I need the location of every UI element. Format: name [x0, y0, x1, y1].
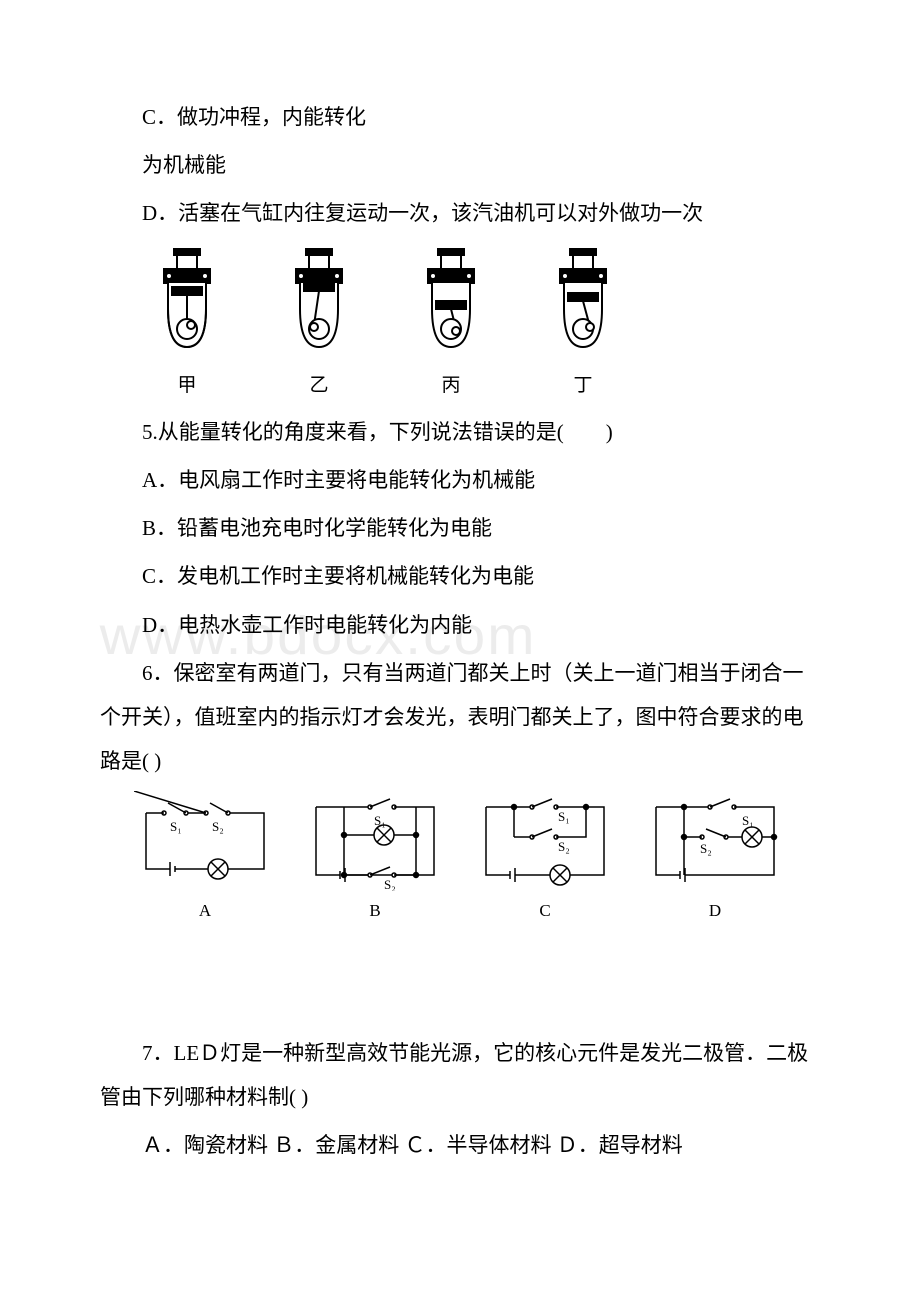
q4-option-d: D．活塞在气缸内往复运动一次，该汽油机可以对外做功一次	[100, 191, 820, 235]
svg-text:S₂: S₂	[212, 819, 224, 834]
spacer	[100, 931, 820, 1031]
svg-text:S₂: S₂	[700, 841, 712, 856]
engine-jia: 甲	[144, 247, 230, 406]
circuit-label: A	[199, 893, 211, 929]
circuit-diagram-icon: S₁ S₂	[304, 791, 446, 891]
circuit-label: C	[539, 893, 550, 929]
engine-ding: 丁	[540, 247, 626, 406]
engine-bing: 丙	[408, 247, 494, 406]
circuit-figure-row: S₁ S₂ A S₁	[100, 791, 820, 929]
q4-option-c: C．做功冲程，内能转化	[100, 95, 820, 139]
circuit-c: S₁ S₂ C	[474, 791, 616, 929]
engine-label: 丁	[573, 366, 592, 406]
q5-stem: 5.从能量转化的角度来看，下列说法错误的是( )	[100, 410, 820, 454]
circuit-diagram-icon: S₁ S₂	[474, 791, 616, 891]
q5-option-c: C．发电机工作时主要将机械能转化为电能	[100, 554, 820, 598]
engine-yi: 乙	[276, 247, 362, 406]
circuit-a: S₁ S₂ A	[134, 791, 276, 929]
engine-label: 丙	[441, 366, 460, 406]
svg-text:S₂: S₂	[384, 877, 396, 891]
circuit-b: S₁ S₂ B	[304, 791, 446, 929]
q4-option-c2: 为机械能	[100, 143, 820, 187]
engine-icon	[144, 247, 230, 359]
engine-label: 甲	[177, 366, 196, 406]
svg-text:S₁: S₁	[558, 809, 570, 824]
q6-stem: 6．保密室有两道门，只有当两道门都关上时（关上一道门相当于闭合一个开关），值班室…	[100, 651, 820, 783]
circuit-d: S₁ S₂ D	[644, 791, 786, 929]
engine-icon	[408, 247, 494, 359]
q5-option-b: B．铅蓄电池充电时化学能转化为电能	[100, 506, 820, 550]
circuit-diagram-icon: S₁ S₂	[134, 791, 276, 891]
engine-icon	[276, 247, 362, 359]
circuit-label: D	[709, 893, 721, 929]
q5-option-a: A．电风扇工作时主要将电能转化为机械能	[100, 458, 820, 502]
svg-text:S₁: S₁	[742, 813, 754, 828]
circuit-diagram-icon: S₁ S₂	[644, 791, 786, 891]
engine-figure-row: 甲 乙	[144, 247, 820, 406]
svg-text:S₁: S₁	[170, 819, 182, 834]
svg-text:S₂: S₂	[558, 839, 570, 854]
engine-icon	[540, 247, 626, 359]
q5-option-d: D．电热水壶工作时电能转化为内能	[100, 603, 820, 647]
q7-stem: 7．LEＤ灯是一种新型高效节能光源，它的核心元件是发光二极管．二极管由下列哪种材…	[100, 1031, 820, 1119]
q7-options: Ａ．陶瓷材料 Ｂ．金属材料 Ｃ．半导体材料 Ｄ．超导材料	[100, 1123, 820, 1167]
engine-label: 乙	[309, 366, 328, 406]
circuit-label: B	[369, 893, 380, 929]
